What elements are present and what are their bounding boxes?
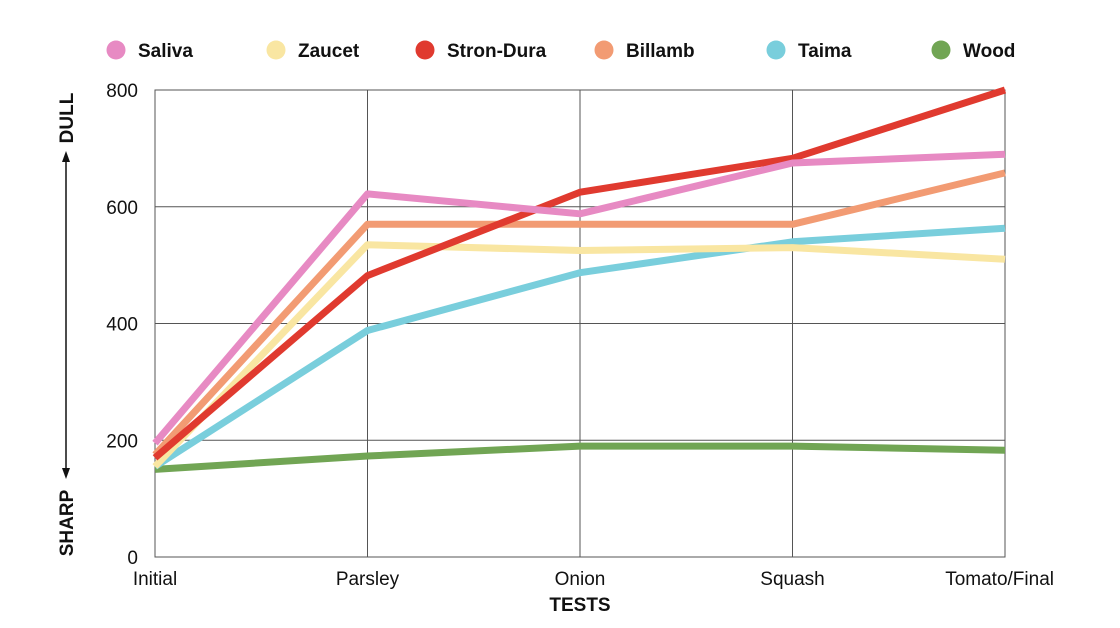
series-line-billamb [152,169,1006,458]
legend-label-stron-dura: Stron-Dura [447,41,547,62]
y-tick-label-400: 400 [106,315,138,336]
legend-item-stron-dura: Stron-Dura [415,40,547,62]
legend-item-zaucet: Zaucet [266,40,360,62]
y-tick-label-800: 800 [106,81,138,102]
legend-swatch-zaucet [266,40,286,60]
series-line-zaucet [152,241,1006,469]
y-axis-ticks: 0 200 400 600 800 [106,81,138,569]
legend-item-billamb: Billamb [594,40,695,62]
legend-swatch-saliva [106,40,126,60]
y-axis-title-bottom: SHARP [57,489,78,556]
x-tick-label-parsley: Parsley [336,569,400,590]
series-line-wood [154,442,1006,473]
legend-swatch-stron-dura [415,40,435,60]
legend: Saliva Zaucet Stron-Dura Billamb Taima Wood [106,40,1015,62]
y-tick-label-0: 0 [127,548,138,569]
x-axis-ticks: Initial Parsley Onion Squash Tomato/Final [133,569,1054,590]
y-tick-label-200: 200 [106,431,138,452]
legend-label-billamb: Billamb [626,41,695,62]
legend-label-taima: Taima [798,41,852,62]
series-line-saliva [152,150,1006,446]
y-tick-label-600: 600 [106,198,138,219]
legend-label-zaucet: Zaucet [298,41,360,62]
legend-swatch-billamb [594,40,614,60]
legend-item-saliva: Saliva [106,40,193,62]
series-line-stron-dura [152,86,1007,461]
y-axis-arrow-up [62,151,70,162]
legend-item-taima: Taima [766,40,852,62]
legend-label-wood: Wood [963,41,1015,62]
x-tick-label-onion: Onion [555,569,606,590]
x-tick-label-squash: Squash [760,569,824,590]
legend-swatch-wood [931,40,951,60]
series-line-taima [153,224,1006,470]
y-axis-title-top: DULL [57,92,78,143]
y-axis-arrow-down [62,468,70,479]
legend-label-saliva: Saliva [138,41,193,62]
legend-item-wood: Wood [931,40,1015,62]
plot-frame [154,89,1006,558]
series-lines [152,86,1007,473]
x-tick-label-initial: Initial [133,569,177,590]
y-axis-indicator: DULL SHARP [57,92,78,556]
x-axis-title: TESTS [549,595,610,616]
legend-swatch-taima [766,40,786,60]
x-tick-label-tomato-final: Tomato/Final [945,569,1054,590]
